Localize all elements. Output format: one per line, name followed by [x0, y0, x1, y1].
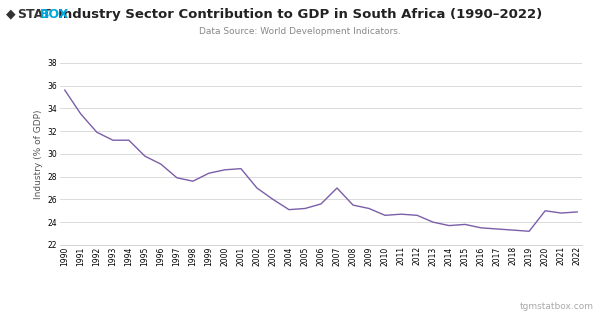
- Text: Industry Sector Contribution to GDP in South Africa (1990–2022): Industry Sector Contribution to GDP in S…: [58, 8, 542, 21]
- Text: ◆: ◆: [6, 8, 16, 21]
- Text: BOX: BOX: [40, 8, 70, 21]
- Text: STAT: STAT: [17, 8, 50, 21]
- Text: tgmstatbox.com: tgmstatbox.com: [520, 302, 594, 311]
- Y-axis label: Industry (% of GDP): Industry (% of GDP): [34, 109, 43, 199]
- Text: Data Source: World Development Indicators.: Data Source: World Development Indicator…: [199, 27, 401, 36]
